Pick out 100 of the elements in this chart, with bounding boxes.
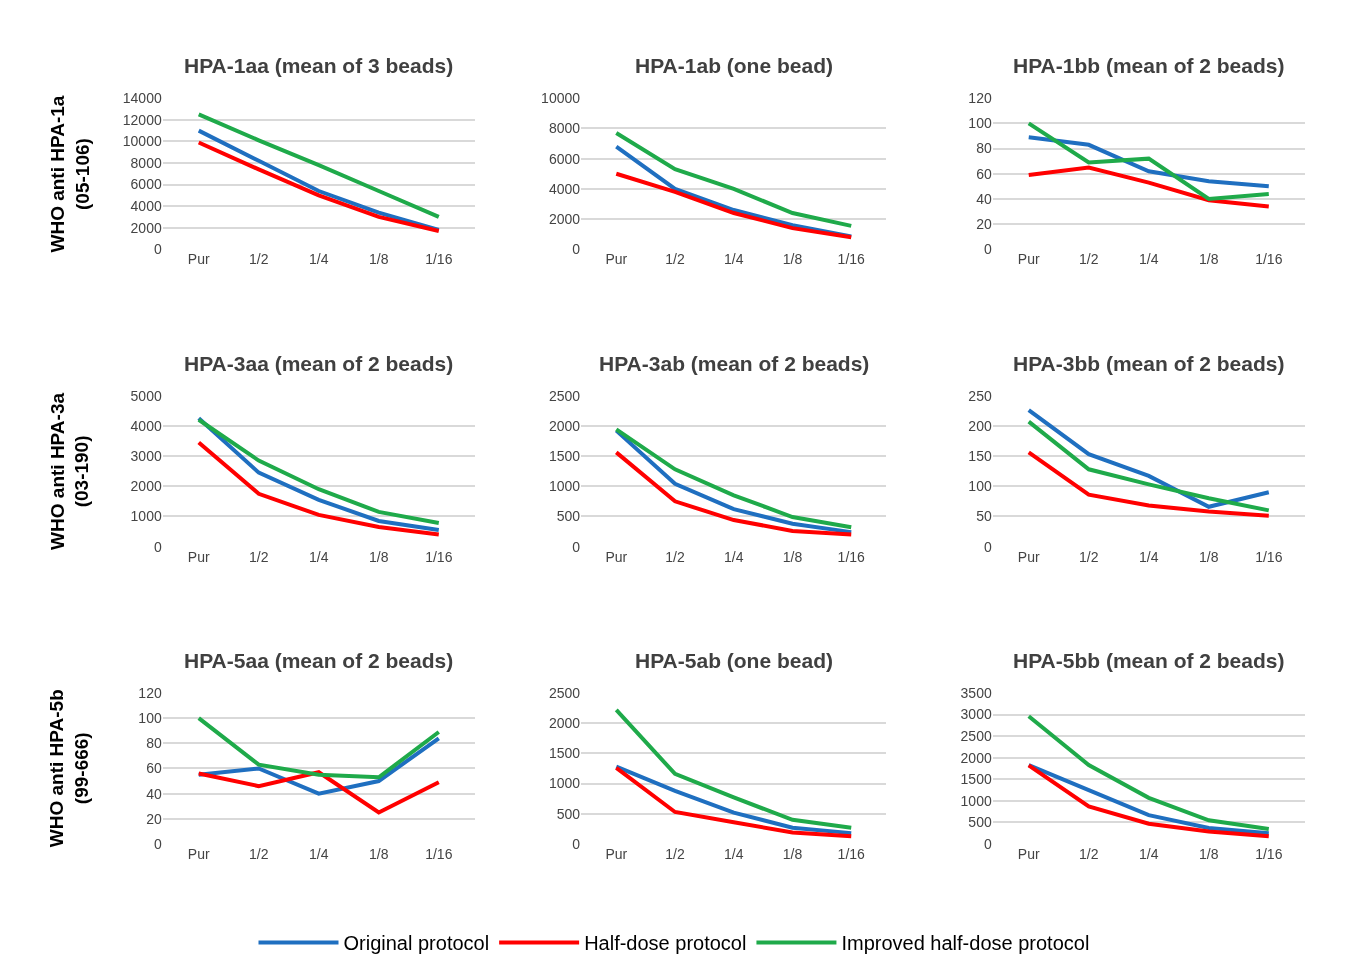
x-tick-label: 1/2: [249, 846, 269, 862]
legend-label: Improved half-dose protocol: [841, 932, 1090, 955]
x-tick-label: Pur: [187, 846, 210, 862]
y-tick-label: 0: [572, 241, 581, 258]
y-tick-label: 2000: [960, 749, 992, 766]
y-tick-label: 0: [572, 538, 581, 555]
chart-title: HPA-1bb (mean of 2 beads): [1013, 54, 1285, 77]
x-tick-label: 1/16: [425, 846, 453, 862]
x-tick-label: 1/2: [665, 548, 685, 565]
x-tick-label: 1/8: [782, 548, 803, 565]
y-tick-label: 20: [976, 216, 992, 233]
y-tick-label: 1500: [960, 771, 992, 788]
line-series: [1026, 450, 1271, 518]
y-tick-label: 100: [968, 115, 992, 132]
y-tick-label: 1500: [548, 447, 581, 464]
x-tick-label: Pur: [605, 251, 628, 268]
line-series: [614, 450, 854, 537]
line-series: [1026, 714, 1271, 831]
x-tick-label: 1/16: [837, 846, 866, 862]
line-series: [1026, 121, 1271, 201]
x-tick-label: 1/4: [724, 251, 744, 268]
line-series: [614, 130, 854, 228]
y-tick-label: 1000: [130, 508, 162, 525]
y-tick-label: 0: [572, 835, 581, 852]
y-tick-label: 0: [983, 538, 992, 555]
y-tick-label: 1000: [548, 775, 581, 792]
y-tick-label: 40: [976, 190, 992, 207]
y-tick-label: 80: [976, 140, 992, 157]
y-tick-label: 60: [976, 165, 992, 182]
legend-label: Half-dose protocol: [584, 932, 747, 955]
y-tick-label: 100: [968, 478, 992, 495]
chart-title: HPA-5bb (mean of 2 beads): [1013, 649, 1285, 672]
y-tick-label: 2000: [548, 715, 581, 732]
y-tick-label: 4000: [130, 198, 162, 215]
chart-title: HPA-1aa (mean of 3 beads): [184, 54, 454, 77]
x-tick-label: 1/16: [837, 251, 866, 268]
y-axis-title: WHO anti HPA-3a (03-190): [46, 392, 93, 550]
x-tick-label: 1/8: [1199, 846, 1219, 862]
x-tick-label: 1/4: [724, 548, 744, 565]
x-tick-label: 1/8: [1199, 251, 1219, 268]
x-tick-label: 1/2: [665, 251, 685, 268]
y-tick-label: 8000: [548, 120, 581, 137]
y-tick-label: 10000: [541, 90, 581, 107]
y-tick-label: 10000: [122, 133, 162, 150]
y-axis-title: WHO anti HPA-1a (05-106): [47, 95, 93, 253]
x-tick-label: 1/2: [1079, 548, 1099, 565]
x-tick-label: 1/2: [249, 548, 269, 565]
x-tick-label: 1/16: [837, 548, 866, 565]
chart-title: HPA-3aa (mean of 2 beads): [184, 352, 454, 375]
x-tick-label: 1/16: [1255, 846, 1283, 862]
x-tick-label: Pur: [605, 548, 628, 565]
y-tick-label: 1500: [548, 745, 581, 762]
y-tick-label: 4000: [548, 180, 581, 197]
y-tick-label: 3000: [960, 706, 992, 723]
line-series: [196, 736, 441, 796]
y-tick-label: 120: [138, 684, 162, 701]
x-tick-label: Pur: [1017, 548, 1040, 565]
line-series: [196, 440, 441, 537]
y-tick-label: 8000: [130, 154, 162, 171]
y-tick-label: 500: [556, 805, 581, 822]
x-tick-label: Pur: [187, 548, 210, 565]
y-tick-label: 150: [968, 447, 992, 464]
y-tick-label: 4000: [130, 417, 162, 434]
y-tick-label: 2500: [960, 728, 992, 745]
x-tick-label: 1/8: [782, 846, 803, 862]
y-tick-label: 200: [968, 417, 992, 434]
line-series: [614, 171, 854, 240]
x-tick-label: 1/8: [369, 846, 389, 862]
y-tick-label: 5000: [130, 387, 162, 404]
y-tick-label: 2500: [548, 387, 581, 404]
y-tick-label: 0: [153, 241, 162, 258]
x-tick-label: 1/2: [1079, 846, 1099, 862]
x-tick-label: 1/16: [425, 251, 453, 268]
y-tick-label: 250: [968, 387, 992, 404]
line-series: [1026, 165, 1271, 209]
y-axis-title: WHO anti HPA-5b (99-666): [46, 689, 92, 848]
y-tick-label: 60: [146, 760, 162, 777]
x-tick-label: Pur: [605, 846, 628, 862]
x-tick-label: 1/16: [425, 548, 453, 565]
y-tick-label: 50: [976, 508, 992, 525]
y-tick-label: 14000: [122, 90, 162, 107]
line-series: [196, 716, 441, 780]
y-tick-label: 3000: [130, 447, 162, 464]
line-series: [614, 707, 854, 830]
x-tick-label: 1/4: [309, 548, 329, 565]
x-tick-label: Pur: [1017, 846, 1040, 862]
chart-title: HPA-3ab (mean of 2 beads): [599, 352, 870, 375]
y-tick-label: 500: [556, 508, 581, 525]
line-series: [196, 112, 441, 219]
y-tick-label: 2000: [130, 478, 162, 495]
x-tick-label: 1/4: [309, 251, 329, 268]
y-tick-label: 1000: [548, 478, 581, 495]
y-tick-label: 1000: [960, 792, 992, 809]
y-tick-label: 2500: [548, 684, 581, 701]
y-tick-label: 2000: [548, 417, 581, 434]
x-tick-label: Pur: [1017, 251, 1040, 268]
x-tick-label: 1/4: [724, 846, 744, 862]
y-tick-label: 20: [146, 810, 162, 827]
y-tick-label: 12000: [122, 111, 162, 128]
y-tick-label: 0: [153, 538, 162, 555]
